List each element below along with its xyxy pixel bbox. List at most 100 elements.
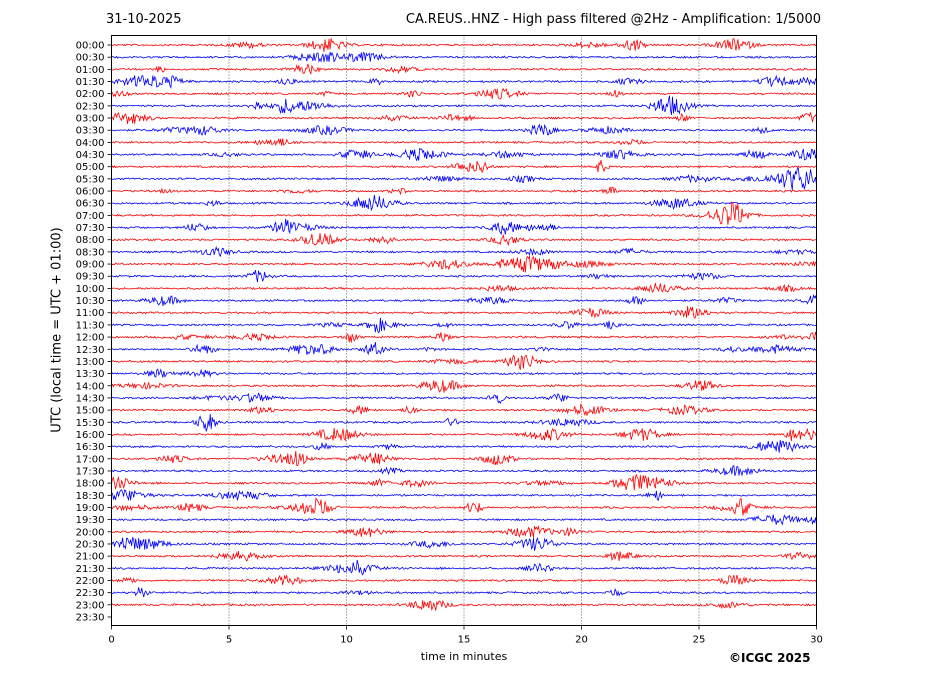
trace-line [111,600,817,611]
y-tick-label: 07:00 [76,211,105,222]
y-tick-label: 16:30 [76,442,105,453]
y-tick-label: 13:30 [76,369,105,380]
y-tick-label: 21:00 [76,552,105,563]
trace-line [111,497,817,516]
trace-line [111,474,817,491]
y-tick-label: 23:00 [76,600,105,611]
trace-line [111,354,817,370]
trace-line [111,317,817,334]
trace-line [111,283,817,293]
x-tick-label: 20 [575,635,588,646]
y-tick-label: 06:30 [76,199,105,210]
trace-line [111,111,817,124]
y-tick-label: 22:00 [76,576,105,587]
trace-line [111,160,817,174]
trace-line [111,368,817,378]
y-tick-label: 03:30 [76,126,105,137]
trace-line [111,465,817,477]
y-tick-label: 19:00 [76,503,105,514]
x-tick-label: 30 [810,635,823,646]
trace-line [111,536,817,551]
y-tick-label: 11:00 [76,308,105,319]
trace-line [111,246,817,258]
trace-layer [111,38,817,611]
trace-line [111,440,817,453]
y-tick-label: 10:30 [76,296,105,307]
trace-line [111,574,817,586]
trace-line [111,167,817,190]
trace-line [111,380,817,393]
x-axis-label: time in minutes [420,650,508,663]
trace-line [111,63,817,76]
y-tick-label: 05:30 [76,174,105,185]
trace-line [111,51,817,63]
y-tick-label: 04:00 [76,138,105,149]
x-tick-label: 10 [340,635,353,646]
y-tick-label: 14:00 [76,381,105,392]
chart-title: CA.REUS..HNZ - High pass filtered @2Hz -… [405,12,821,27]
y-tick-label: 18:00 [76,479,105,490]
trace-line [111,550,817,562]
trace-line [111,194,817,212]
y-tick-label: 05:00 [76,162,105,173]
y-tick-label: 23:30 [76,612,105,623]
trace-line [111,514,817,526]
y-tick-label: 02:00 [76,89,105,100]
trace-line [111,525,817,538]
y-tick-label: 21:30 [76,564,105,575]
trace-line [111,74,817,89]
y-tick-label: 01:00 [76,65,105,76]
y-tick-label: 19:30 [76,515,105,526]
y-tick-label: 12:30 [76,345,105,356]
trace-line [111,233,817,247]
y-tick-label: 20:00 [76,527,105,538]
y-tick-label: 08:30 [76,247,105,258]
trace-line [111,201,817,225]
y-tick-label: 17:30 [76,466,105,477]
trace-line [111,254,817,273]
trace-line [111,306,817,319]
trace-line [111,138,817,146]
y-tick-label: 17:00 [76,454,105,465]
y-tick-label: 00:00 [76,41,105,52]
y-tick-label: 09:30 [76,272,105,283]
y-tick-label: 00:30 [76,53,105,64]
y-tick-label: 04:30 [76,150,105,161]
y-tick-label: 15:00 [76,406,105,417]
trace-line [111,270,817,283]
y-tick-label: 13:00 [76,357,105,368]
trace-line [111,427,817,442]
trace-line [111,489,817,502]
y-tick-label: 12:00 [76,333,105,344]
y-tick-label: 01:30 [76,77,105,88]
y-tick-label: 22:30 [76,588,105,599]
trace-line [111,87,817,100]
trace-line [111,147,817,162]
grid-lines [228,35,700,626]
y-tick-label: 07:30 [76,223,105,234]
y-tick-label: 03:00 [76,114,105,125]
trace-line [111,218,817,236]
y-tick-label: 06:00 [76,187,105,198]
trace-line [111,38,817,52]
y-tick-label: 18:30 [76,491,105,502]
trace-line [111,293,817,306]
x-tick-label: 25 [693,635,706,646]
trace-line [111,123,817,136]
trace-line [111,413,817,432]
y-tick-label: 16:00 [76,430,105,441]
trace-line [111,559,817,576]
y-tick-label: 08:00 [76,235,105,246]
y-tick-label: 10:00 [76,284,105,295]
x-tick-label: 0 [108,635,114,646]
y-tick-label: 20:30 [76,539,105,550]
y-tick-label: 14:30 [76,393,105,404]
trace-line [111,186,817,196]
y-axis-label: UTC (local time = UTC + 01:00) [49,227,65,433]
trace-line [111,403,817,417]
trace-line [111,95,817,116]
x-ticks: 0 5 10 15 20 25 30 [108,625,823,646]
x-tick-label: 5 [226,635,232,646]
